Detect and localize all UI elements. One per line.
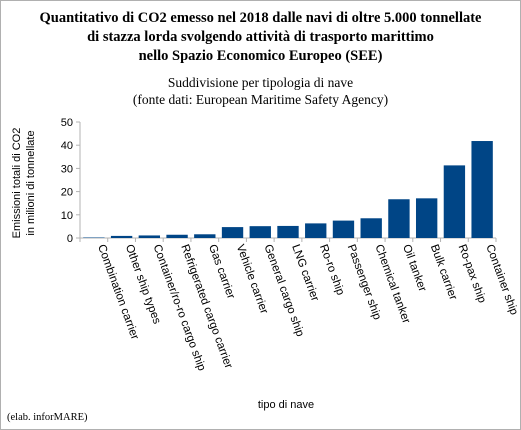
chart-title-line-1: Quantitativo di CO2 emesso nel 2018 dall… [39, 10, 482, 26]
bar-1 [110, 235, 133, 238]
bar-6 [249, 226, 271, 238]
footer-credit: (elab. inforMARE) [7, 412, 88, 423]
category-label-13: Ro-pax ship [456, 243, 488, 305]
y-tick-label-2: 20 [61, 187, 73, 199]
y-tick-label-0: 0 [67, 233, 73, 245]
bar-11 [388, 199, 410, 238]
category-label-8: Ro-ro ship [317, 243, 346, 297]
bar-3 [166, 234, 188, 238]
y-tick-label-4: 40 [61, 140, 73, 152]
category-label-11: Oil tanker [400, 243, 428, 294]
category-label-14: Container ship [483, 243, 520, 317]
category-label-7: LNG carrier [289, 243, 321, 303]
chart-title-line-2: di stazza lorda svolgendo attività di tr… [87, 29, 434, 45]
bar-9 [332, 220, 355, 238]
bar-2 [138, 235, 161, 238]
bar-12 [415, 198, 438, 238]
chart-title-line-3: nello Spazio Economico Europeo (SEE) [138, 48, 383, 64]
bar-5 [221, 227, 244, 238]
bar-8 [305, 223, 327, 238]
bar-10 [360, 218, 382, 238]
chart-subtitle-line-2: (fonte dati: European Maritime Safety Ag… [132, 92, 389, 107]
y-axis-label-line-1: Emissioni totali di CO2 [11, 128, 23, 239]
category-label-3: Refrigerated cargo carrier [178, 243, 234, 370]
chart-subtitle-line-1: Suddivisione per tipologia di nave [167, 75, 354, 90]
y-tick-label-5: 50 [61, 117, 73, 129]
category-label-12: Bulk carrier [428, 243, 459, 302]
bar-13 [443, 165, 466, 238]
bar-0 [83, 237, 105, 238]
y-tick-label-3: 30 [61, 163, 73, 175]
bar-4 [194, 234, 216, 238]
y-tick-label-1: 10 [61, 210, 73, 222]
x-axis-label: tipo di nave [258, 399, 314, 411]
bar-7 [277, 225, 299, 238]
bar-14 [471, 141, 493, 238]
category-label-4: Gas carrier [206, 243, 237, 301]
category-label-2: Container/ro-ro cargo ship [151, 243, 208, 373]
y-axis-label-line-2: in milioni di tonnellate [25, 130, 37, 235]
